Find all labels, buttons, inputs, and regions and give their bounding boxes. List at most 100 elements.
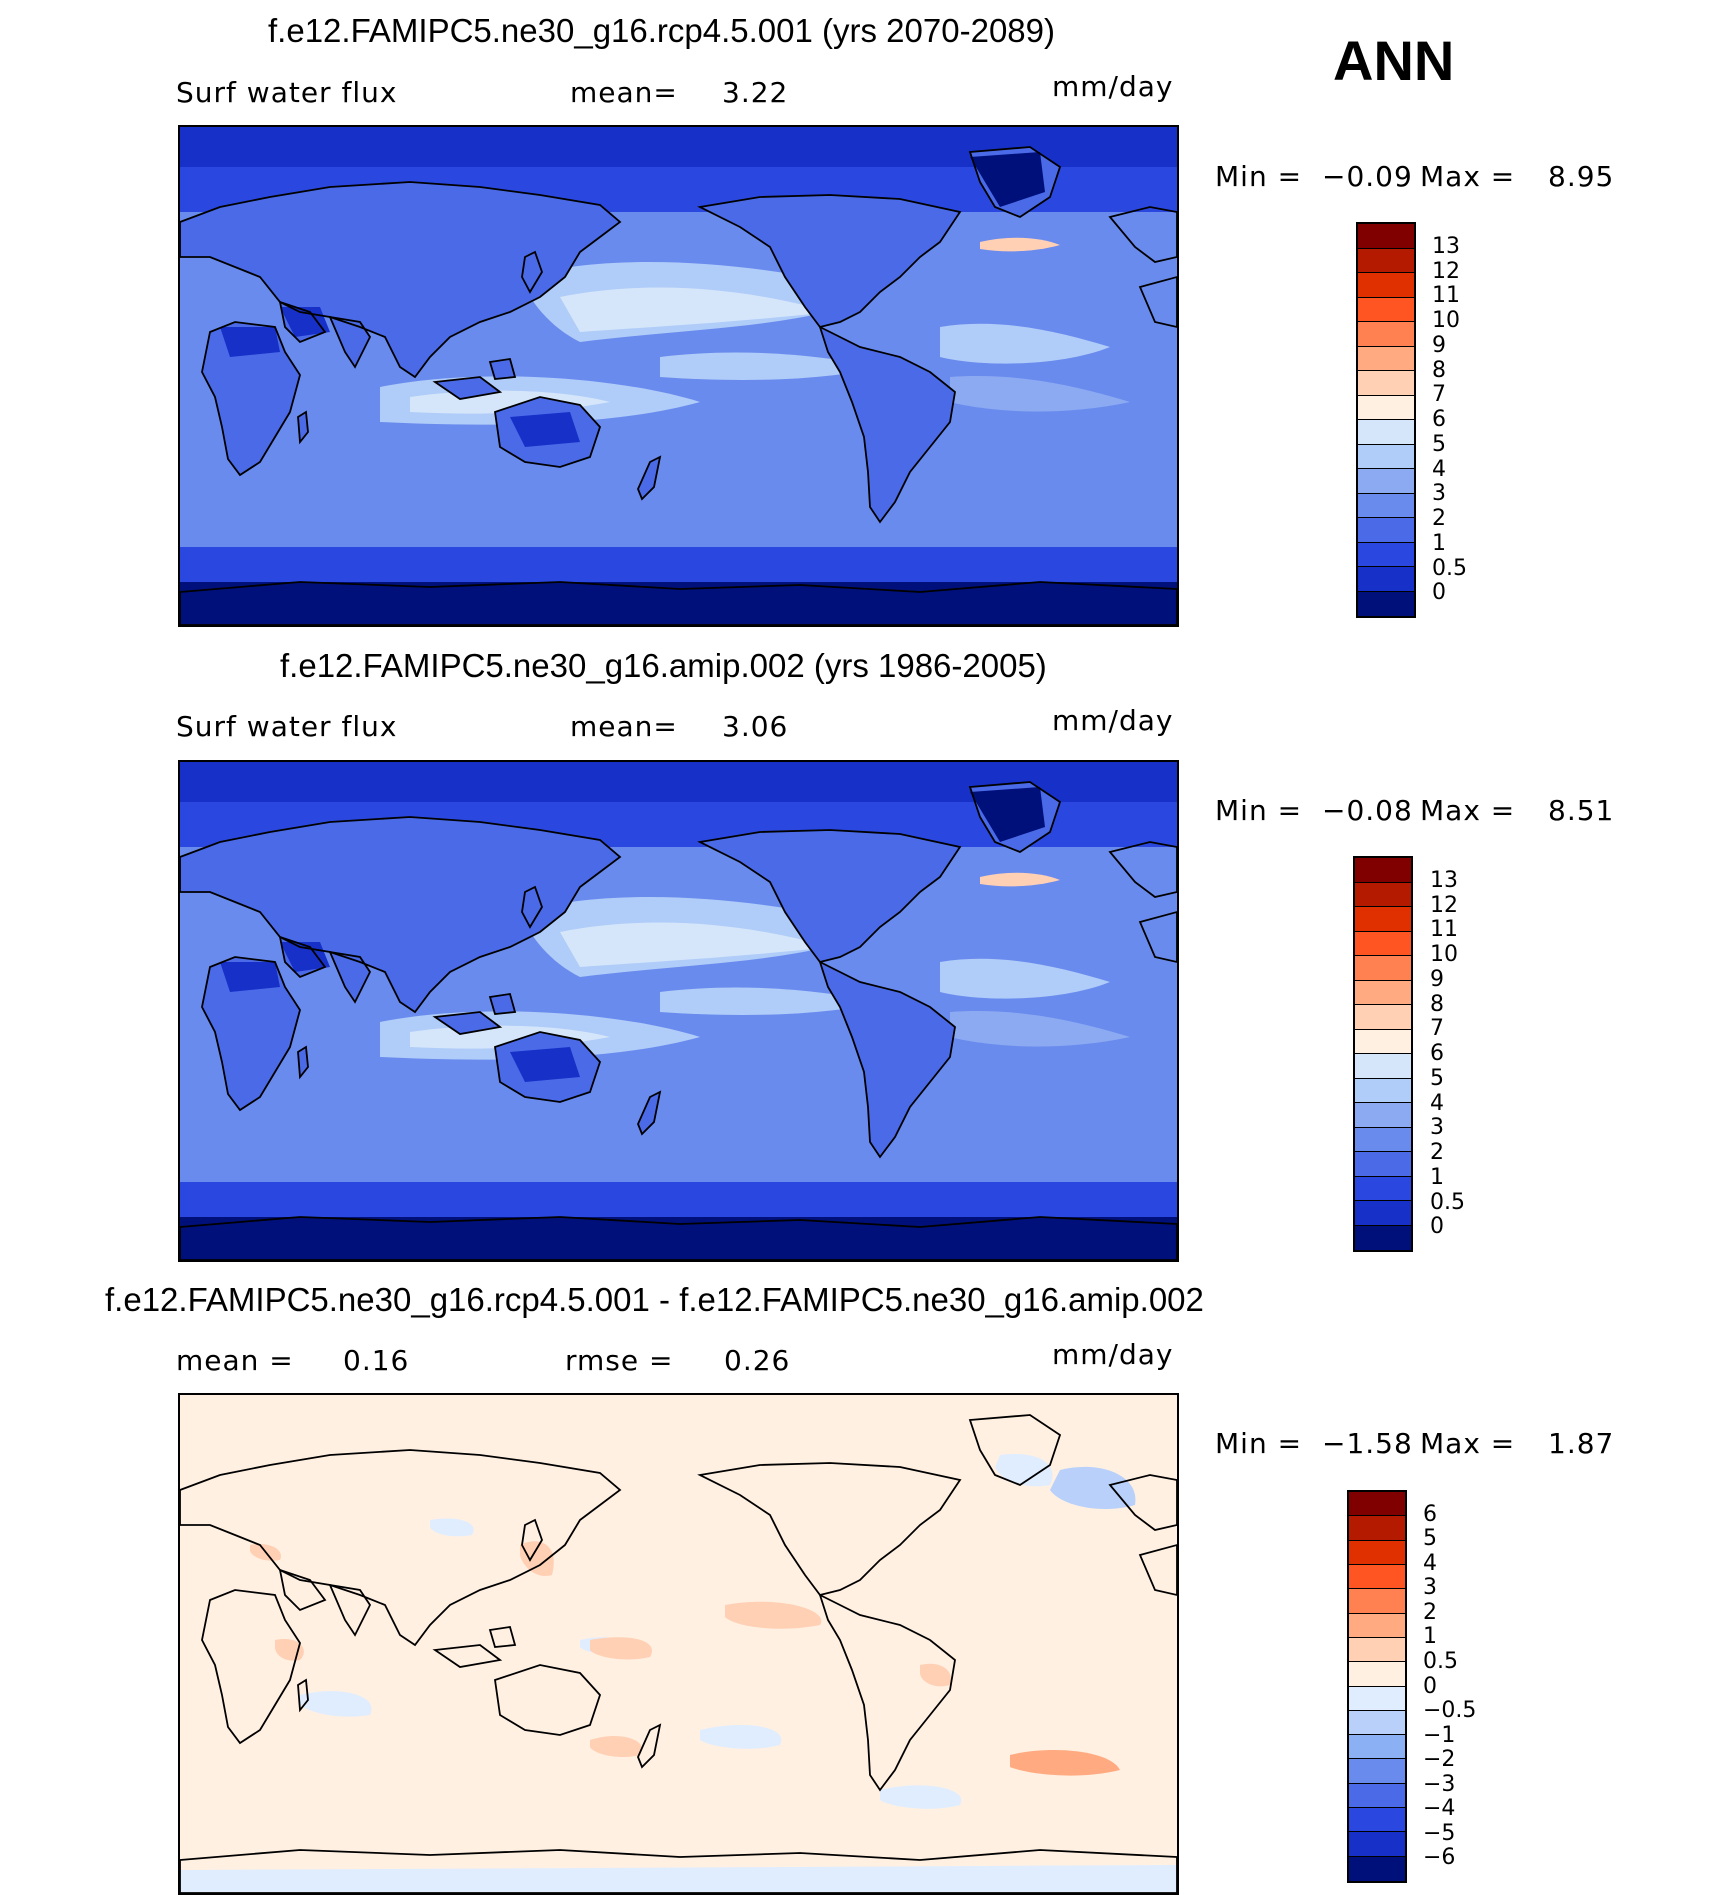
panel3-rmse-label: rmse =: [565, 1344, 674, 1377]
coastline: [488, 357, 517, 380]
colorbar-tick-label: 0.5: [1423, 1648, 1458, 1674]
coastline: [521, 885, 543, 929]
coastline: [637, 455, 662, 501]
colorbar-swatch: [1358, 542, 1414, 567]
panel1-colorbar: [1356, 222, 1416, 618]
colorbar-tick-label: 8: [1432, 357, 1446, 383]
coastline: [180, 1849, 1177, 1893]
coastline: [1138, 1544, 1177, 1596]
colorbar-tick-label: 4: [1423, 1550, 1437, 1576]
panel3-map: [178, 1393, 1179, 1895]
panel2-min-label: Min =: [1215, 794, 1303, 827]
colorbar-swatch: [1358, 493, 1414, 518]
coastline: [328, 1583, 372, 1637]
panel2-field-contours: [180, 762, 1177, 1260]
coastline: [297, 1045, 309, 1080]
panel3-max-label: Max =: [1420, 1427, 1516, 1460]
colorbar-tick-label: 0: [1432, 580, 1446, 606]
colorbar-swatch: [1355, 956, 1411, 981]
panel3-coastlines: [180, 1414, 1177, 1893]
colorbar-swatch: [1355, 882, 1411, 907]
colorbar-tick-label: 12: [1430, 892, 1458, 918]
colorbar-tick-label: 6: [1430, 1041, 1444, 1066]
colorbar-swatch: [1355, 1127, 1411, 1152]
panel3-max-value: 1.87: [1548, 1427, 1615, 1460]
colorbar-tick-label: 9: [1430, 966, 1444, 992]
colorbar-swatch: [1358, 518, 1414, 543]
coastline: [432, 376, 503, 400]
coastline: [278, 300, 327, 344]
coastline: [180, 1449, 622, 1647]
coastline: [637, 1723, 662, 1769]
coastline: [494, 1664, 602, 1736]
panel2-colorbar: [1353, 856, 1413, 1252]
coastline: [1138, 911, 1177, 963]
coastline: [488, 1625, 517, 1648]
panel2-title: f.e12.FAMIPC5.ne30_g16.amip.002 (yrs 198…: [280, 647, 1047, 684]
coastline: [968, 146, 1062, 219]
colorbar-tick-label: 1: [1432, 530, 1446, 556]
coastline: [968, 781, 1062, 854]
colorbar-swatch: [1358, 567, 1414, 592]
coastline: [1138, 276, 1177, 328]
panel1-mean-value: 3.22: [722, 76, 789, 109]
panel2-max-label: Max =: [1420, 794, 1516, 827]
panel1-variable-label: Surf water flux: [176, 76, 398, 109]
colorbar-tick-label: 0.5: [1430, 1189, 1465, 1215]
colorbar-tick-label: −4: [1423, 1796, 1456, 1822]
coastline: [278, 1568, 327, 1612]
colorbar-swatch: [1355, 980, 1411, 1005]
panel3-field-contours: [180, 1395, 1177, 1893]
colorbar-tick-label: 11: [1432, 283, 1460, 309]
coastline: [521, 250, 543, 294]
coastline: [1108, 206, 1177, 263]
panel3-min-value: −1.58: [1322, 1427, 1413, 1460]
colorbar-swatch: [1358, 371, 1414, 396]
coastline: [488, 992, 517, 1015]
panel1-min-value: −0.09: [1322, 160, 1413, 193]
coastline: [1108, 841, 1177, 898]
coastline: [201, 956, 301, 1112]
coastline: [278, 935, 327, 979]
colorbar-swatch: [1349, 1613, 1405, 1638]
colorbar-tick-label: 0.5: [1432, 555, 1467, 581]
colorbar-swatch: [1349, 1540, 1405, 1565]
colorbar-swatch: [1355, 931, 1411, 956]
colorbar-swatch: [1355, 1152, 1411, 1177]
colorbar-swatch: [1349, 1735, 1405, 1760]
panel2-variable-label: Surf water flux: [176, 710, 398, 743]
colorbar-swatch: [1355, 1225, 1411, 1250]
panel2-mean-value: 3.06: [722, 710, 789, 743]
panel2-units: mm/day: [1052, 704, 1174, 737]
colorbar-swatch: [1349, 1808, 1405, 1833]
colorbar-tick-label: 5: [1423, 1526, 1437, 1552]
colorbar-swatch: [1355, 1201, 1411, 1226]
colorbar-swatch: [1349, 1832, 1405, 1857]
panel3-min-label: Min =: [1215, 1427, 1303, 1460]
colorbar-tick-label: 3: [1430, 1115, 1444, 1141]
colorbar-tick-label: 2: [1423, 1599, 1437, 1625]
panel2-coastlines: [180, 781, 1177, 1260]
colorbar-tick-label: 3: [1432, 481, 1446, 507]
colorbar-swatch: [1355, 1029, 1411, 1054]
colorbar-tick-label: 0: [1430, 1214, 1444, 1240]
colorbar-tick-label: 6: [1423, 1501, 1437, 1527]
colorbar-tick-label: −3: [1423, 1771, 1456, 1797]
coastline: [180, 181, 622, 379]
coastline: [180, 1216, 1177, 1260]
coastline: [297, 410, 309, 445]
colorbar-tick-label: 4: [1432, 456, 1446, 482]
coastline: [201, 1589, 301, 1745]
colorbar-tick-label: 7: [1430, 1016, 1444, 1042]
colorbar-tick-label: −5: [1423, 1820, 1456, 1846]
colorbar-tick-label: 11: [1430, 917, 1458, 943]
colorbar-tick-label: 6: [1432, 407, 1446, 432]
panel1-max-value: 8.95: [1548, 160, 1615, 193]
panel1-mean-label: mean=: [570, 76, 678, 109]
panel1-units: mm/day: [1052, 70, 1174, 103]
colorbar-tick-label: 0: [1423, 1673, 1437, 1699]
colorbar-swatch: [1358, 346, 1414, 371]
colorbar-tick-label: 8: [1430, 991, 1444, 1017]
coastline: [432, 1011, 503, 1035]
colorbar-swatch: [1355, 1054, 1411, 1079]
